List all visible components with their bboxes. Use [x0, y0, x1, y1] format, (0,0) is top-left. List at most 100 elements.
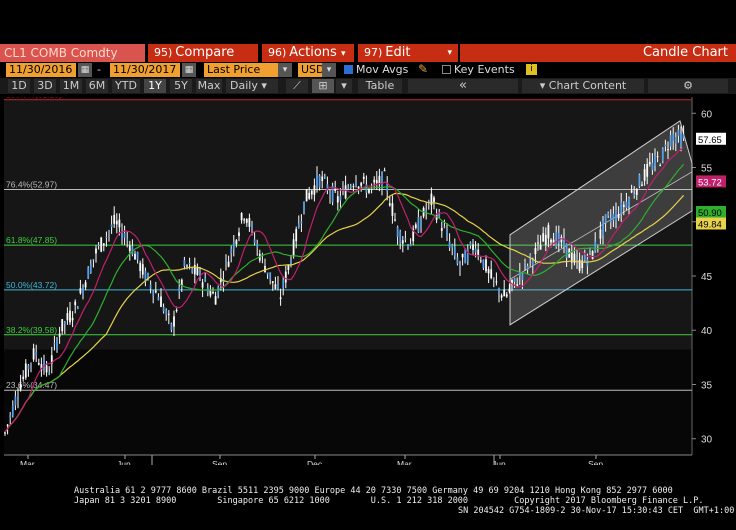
chevron-down-icon[interactable]: ▾ [322, 63, 336, 77]
candle-body [604, 214, 607, 224]
candle-body [183, 260, 186, 267]
candle-body [186, 265, 188, 267]
candle-body [659, 165, 662, 167]
compare-menu-number: 95) [154, 46, 173, 59]
period-button-1m[interactable]: 1M [60, 79, 82, 93]
back-button[interactable]: « [408, 79, 518, 93]
period-button-ytd[interactable]: YTD [112, 79, 140, 93]
period-button-1d[interactable]: 1D [8, 79, 30, 93]
info-icon[interactable]: i [526, 64, 537, 75]
candle-body [352, 186, 355, 188]
candle-chart-icon[interactable]: ⊞ [312, 79, 334, 93]
chevron-down-icon: ▾ [447, 48, 452, 58]
ticker-field[interactable]: CL1 COMB Comdty [0, 44, 145, 62]
y-tick-label: 35 [701, 380, 713, 391]
currency-field[interactable]: USD [298, 63, 325, 77]
candle-body [617, 214, 620, 219]
gear-icon[interactable]: ⚙ [648, 79, 728, 93]
candle-body [92, 259, 95, 261]
candle-body [417, 217, 420, 233]
pencil-icon[interactable]: ✎ [418, 62, 429, 76]
table-button[interactable]: Table [358, 79, 402, 93]
candle-body [680, 133, 682, 148]
candle-body [440, 228, 443, 231]
candle-body [232, 241, 235, 250]
candle-body [537, 242, 539, 244]
trend-midline [509, 171, 693, 280]
edit-menu-number: 97) [364, 46, 383, 59]
candle-body [347, 187, 350, 189]
candle-body [134, 253, 136, 260]
y-tick-label: 55 [701, 164, 713, 175]
chevron-down-icon[interactable]: ▾ [278, 63, 292, 77]
candle-body [609, 217, 612, 223]
line-chart-icon[interactable]: ⟋ [286, 79, 308, 93]
candle-body [495, 281, 498, 283]
calendar-icon[interactable]: ▦ [78, 63, 92, 77]
candle-body [95, 248, 97, 254]
chart-content-button[interactable]: ▾ Chart Content [522, 79, 644, 93]
price-tag [696, 132, 726, 145]
period-button-5y[interactable]: 5Y [170, 79, 192, 93]
candle-body [110, 224, 113, 228]
moving-average-mid [4, 163, 685, 433]
edit-menu[interactable]: 97) Edit ▾ [358, 44, 458, 62]
candle-body [53, 343, 56, 345]
candle-body [594, 241, 597, 252]
candle-body [360, 182, 363, 186]
candle-body [297, 223, 300, 228]
candle-body [58, 333, 61, 337]
candle-body [141, 264, 144, 275]
candle-body [498, 288, 500, 294]
price-tag-label: 57.65 [698, 135, 722, 146]
candle-body [323, 176, 326, 178]
date-separator: - [97, 63, 101, 76]
candle-body [534, 248, 537, 255]
candle-body [638, 174, 641, 187]
candle-body [375, 179, 378, 183]
start-date-field[interactable]: 11/30/2016 [6, 63, 76, 77]
candle-body [209, 290, 212, 296]
y-tick-label: 45 [701, 272, 713, 283]
candle-body [292, 239, 295, 257]
y-tick-label: 40 [701, 326, 713, 337]
candle-body [334, 188, 337, 191]
candle-body [357, 186, 360, 189]
candle-body [513, 278, 516, 283]
candle-body [443, 226, 446, 228]
mov-avgs-checkbox[interactable] [344, 65, 353, 74]
frequency-select[interactable]: Daily ▾ [226, 79, 278, 93]
chevron-down-icon[interactable]: ▾ [336, 79, 352, 93]
key-events-checkbox[interactable] [442, 65, 451, 74]
candle-body [76, 306, 79, 309]
candle-body [310, 190, 313, 195]
candle-body [6, 424, 9, 426]
fib-label: 23.6%(34.47) [6, 380, 57, 390]
actions-menu[interactable]: 96) Actions ▾ [262, 44, 354, 62]
candle-body [482, 259, 485, 268]
end-date-field[interactable]: 11/30/2017 [110, 63, 180, 77]
period-button-max[interactable]: Max [196, 79, 222, 93]
candle-body [165, 310, 168, 315]
candle-body [227, 261, 230, 267]
candle-body [300, 221, 303, 224]
candle-body [544, 234, 547, 245]
candle-body [391, 203, 394, 216]
candle-body [344, 185, 347, 199]
candle-body [43, 359, 45, 370]
calendar-icon[interactable]: ▦ [182, 63, 196, 77]
candle-body [74, 301, 77, 306]
candle-body [115, 220, 118, 225]
period-button-3d[interactable]: 3D [34, 79, 56, 93]
candle-chart[interactable]: 30354045505560100.0%(61.25)76.4%(52.97)6… [0, 97, 736, 465]
candle-body [508, 288, 511, 292]
period-button-1y[interactable]: 1Y [144, 79, 166, 93]
candle-body [394, 219, 396, 221]
candle-body [461, 253, 464, 258]
price-field-select[interactable]: Last Price [204, 63, 278, 77]
period-button-6m[interactable]: 6M [86, 79, 108, 93]
chevron-down-icon: ▾ [539, 79, 546, 92]
candle-body [147, 273, 149, 280]
fib-label: 76.4%(52.97) [6, 180, 57, 190]
compare-menu[interactable]: 95) Compare [148, 44, 258, 62]
